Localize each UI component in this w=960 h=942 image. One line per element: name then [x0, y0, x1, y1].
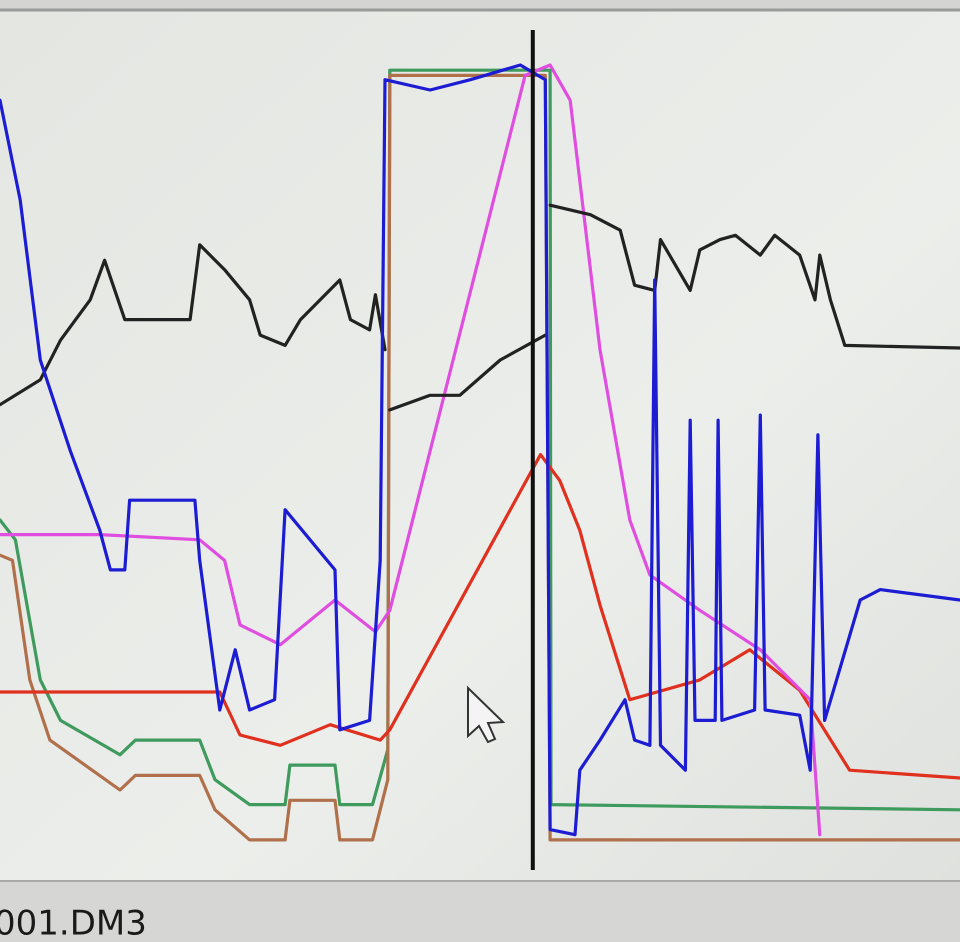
traces	[0, 30, 960, 870]
trace-line	[0, 68, 960, 812]
trace-line	[0, 73, 960, 842]
file-name: 001.DM3	[0, 904, 147, 942]
trace-line	[0, 453, 960, 780]
trace-line	[0, 203, 960, 412]
plot-area	[0, 10, 960, 880]
status-bar	[0, 880, 960, 942]
trace-line	[0, 63, 822, 837]
trace-line	[0, 63, 960, 837]
mouse-pointer	[467, 685, 506, 744]
